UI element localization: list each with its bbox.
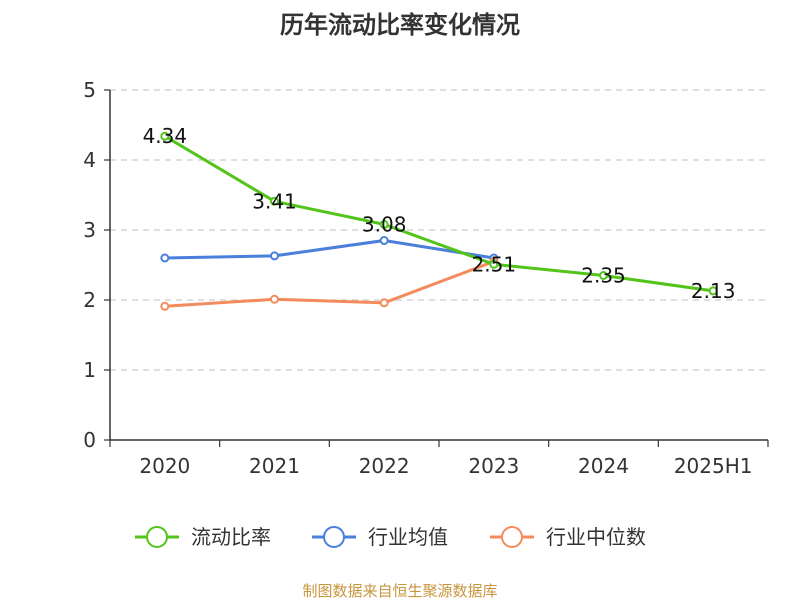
x-tick-label: 2022 <box>359 454 410 478</box>
y-tick-label: 3 <box>83 218 96 242</box>
legend-label: 行业均值 <box>368 525 448 549</box>
data-label: 3.41 <box>252 189 297 213</box>
series-line-2 <box>164 260 495 308</box>
data-label: 2.13 <box>691 279 736 303</box>
data-point[interactable] <box>160 131 170 141</box>
x-tick-label: 2020 <box>139 454 190 478</box>
legend-label: 行业中位数 <box>546 525 646 549</box>
data-point[interactable] <box>379 298 389 308</box>
series-line-0 <box>164 134 714 293</box>
data-point[interactable] <box>708 286 718 296</box>
legend-item-0[interactable]: 流动比率 <box>135 525 271 549</box>
y-tick-label: 1 <box>83 358 96 382</box>
legend-label: 流动比率 <box>191 525 271 549</box>
data-point[interactable] <box>270 251 279 261</box>
x-tick-label: 2024 <box>578 454 629 478</box>
source-note: 制图数据来自恒生聚源数据库 <box>302 582 497 600</box>
data-label: 4.34 <box>143 124 188 148</box>
legend-marker <box>501 526 523 548</box>
legend: 流动比率 行业均值 行业中位数 <box>135 525 646 549</box>
y-tick-label: 0 <box>83 428 96 452</box>
y-tick-label: 2 <box>83 288 96 312</box>
y-tick-label: 4 <box>83 148 96 172</box>
legend-item-2[interactable]: 行业中位数 <box>490 525 646 549</box>
x-tick-label: 2025H1 <box>674 454 753 478</box>
y-tick-label: 5 <box>83 78 96 102</box>
data-point[interactable] <box>599 271 608 280</box>
axes: 0 1 2 3 4 5 2020 2021 2022 2023 2024 2025H1 <box>83 78 769 478</box>
data-label: 2.35 <box>581 264 626 288</box>
x-tick-label: 2021 <box>249 454 300 478</box>
data-point[interactable] <box>379 219 389 229</box>
data-point[interactable] <box>160 301 170 311</box>
legend-item-1[interactable]: 行业均值 <box>312 525 448 549</box>
series-lines <box>160 131 718 311</box>
chart-title: 历年流动比率变化情况 <box>280 11 520 39</box>
data-point[interactable] <box>489 259 499 269</box>
data-label: 2.51 <box>472 252 517 276</box>
data-point[interactable] <box>270 196 279 206</box>
data-labels: 4.34 3.41 3.08 2.51 2.35 2.13 <box>143 124 736 303</box>
series-line-1 <box>164 239 495 260</box>
grid-lines <box>110 89 768 371</box>
data-point[interactable] <box>379 236 389 245</box>
legend-marker <box>323 526 345 548</box>
x-tick-label: 2023 <box>468 454 519 478</box>
data-point[interactable] <box>270 294 279 304</box>
data-point[interactable] <box>160 253 170 263</box>
data-label: 3.08 <box>362 212 407 236</box>
legend-marker <box>146 526 168 548</box>
